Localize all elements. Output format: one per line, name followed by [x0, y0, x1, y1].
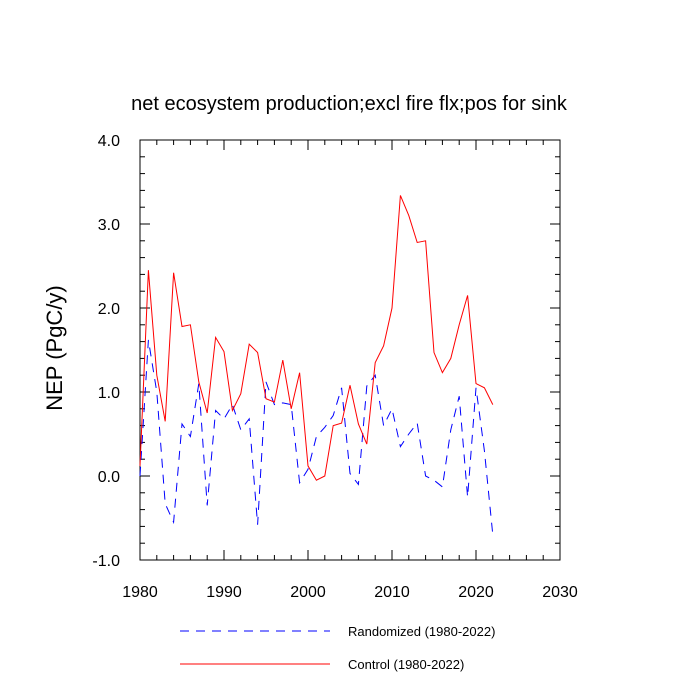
plot-frame [139, 139, 561, 561]
y-tick-label: 1.0 [98, 385, 120, 402]
plot-area: 1980 1990 2000 2010 2020 2030 -1.0 0.0 1.0 2.0 3.0… [92, 133, 577, 601]
chart-title: net ecosystem production;excl fire flx;p… [131, 93, 568, 115]
legend-label: Randomized (1980-2022) [348, 624, 495, 639]
x-tick-label: 2010 [374, 584, 410, 601]
legend: Randomized (1980-2022) Control (1980-2022… [180, 624, 495, 672]
x-tick-label: 1980 [122, 584, 158, 601]
y-axis-label: NEP (PgC/y) [42, 285, 67, 411]
legend-label: Control (1980-2022) [348, 657, 464, 672]
x-tick-label: 2000 [290, 584, 326, 601]
y-tick-label: 2.0 [98, 301, 120, 318]
randomized-series-line [139, 339, 494, 535]
control-series-line [139, 195, 494, 481]
y-tick-label: 4.0 [98, 133, 120, 150]
y-tick-label: 0.0 [98, 469, 120, 486]
y-tick-label: -1.0 [92, 553, 120, 570]
series-layer [139, 195, 494, 535]
y-tick-label: 3.0 [98, 217, 120, 234]
x-tick-label: 2020 [458, 584, 494, 601]
x-tick-label: 2030 [542, 584, 578, 601]
x-tick-label: 1990 [206, 584, 242, 601]
